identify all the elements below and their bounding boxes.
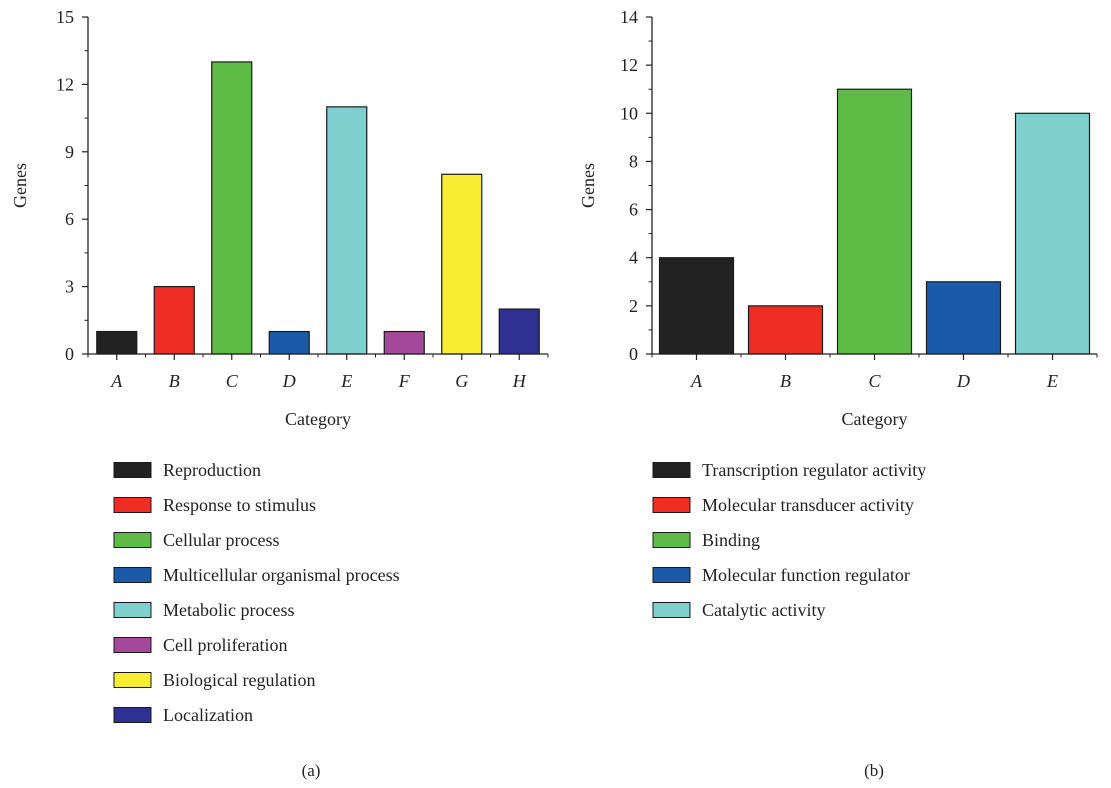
y-tick-label: 8 bbox=[629, 151, 638, 171]
bar-b-d bbox=[925, 281, 1002, 355]
x-tick-label: C bbox=[226, 371, 239, 391]
legend-swatch bbox=[652, 567, 691, 583]
x-tick-label: C bbox=[868, 371, 881, 391]
x-axis-title: Category bbox=[285, 409, 351, 429]
bar-b-a bbox=[658, 257, 735, 355]
chart-panel-b: 0 2 4 6 8 10 12 14 A B C D E Category Genes Transcripti… bbox=[578, 7, 1098, 780]
x-tick-label: G bbox=[455, 371, 468, 391]
legend-label: Biological regulation bbox=[163, 670, 315, 690]
y-tick-label: 3 bbox=[65, 277, 74, 297]
y-axis-title: Genes bbox=[10, 163, 30, 208]
legend-swatch bbox=[113, 532, 152, 548]
legend-swatch bbox=[113, 637, 152, 653]
x-tick-label: H bbox=[512, 371, 527, 391]
y-tick-label: 6 bbox=[629, 200, 638, 220]
legend-label: Molecular function regulator bbox=[702, 565, 910, 585]
y-tick-label: 14 bbox=[620, 7, 638, 27]
x-axis-title: Category bbox=[842, 409, 908, 429]
legend-label: Localization bbox=[163, 705, 253, 725]
legend-swatch bbox=[113, 672, 152, 688]
bar-a-e bbox=[326, 106, 368, 355]
legend-label: Binding bbox=[702, 530, 760, 550]
panel-label: (a) bbox=[302, 761, 321, 780]
legend-label: Catalytic activity bbox=[702, 600, 825, 620]
bar-a-a bbox=[96, 330, 138, 355]
y-tick-label: 0 bbox=[629, 344, 638, 364]
x-tick-label: D bbox=[282, 371, 296, 391]
legend-swatch bbox=[113, 602, 152, 618]
x-tick-label: F bbox=[398, 371, 411, 391]
panel-label: (b) bbox=[864, 761, 884, 780]
bar-b-b bbox=[747, 305, 824, 355]
bar-a-h bbox=[498, 308, 540, 355]
legend-swatch bbox=[113, 707, 152, 723]
legend-swatch bbox=[113, 567, 152, 583]
legend-label: Cellular process bbox=[163, 530, 279, 550]
x-tick-label: B bbox=[169, 371, 180, 391]
x-tick-label: A bbox=[110, 371, 123, 391]
y-tick-label: 15 bbox=[56, 7, 74, 27]
y-tick-label: 12 bbox=[620, 55, 638, 75]
bar-a-f bbox=[383, 330, 425, 355]
legend-swatch bbox=[652, 602, 691, 618]
y-tick-label: 6 bbox=[65, 209, 74, 229]
bar-a-g bbox=[441, 173, 483, 355]
bar-a-b bbox=[153, 286, 195, 355]
y-tick-label: 12 bbox=[56, 74, 74, 94]
x-tick-label: A bbox=[690, 371, 703, 391]
y-tick-label: 4 bbox=[629, 248, 638, 268]
x-tick-label: E bbox=[340, 371, 352, 391]
legend-label: Metabolic process bbox=[163, 600, 294, 620]
bar-b-e bbox=[1014, 112, 1091, 355]
x-tick-label: D bbox=[956, 371, 970, 391]
legend-label: Multicellular organismal process bbox=[163, 565, 400, 585]
legend-label: Transcription regulator activity bbox=[702, 460, 926, 480]
y-tick-label: 10 bbox=[620, 103, 638, 123]
legend-label: Response to stimulus bbox=[163, 495, 316, 515]
bar-a-d bbox=[268, 330, 310, 355]
x-tick-label: E bbox=[1046, 371, 1058, 391]
legend-label: Cell proliferation bbox=[163, 635, 287, 655]
legend-swatch bbox=[113, 462, 152, 478]
chart-panel-a: 0 3 6 9 12 15 A B C D E F G H Category Genes Reproductio… bbox=[10, 7, 549, 780]
legend-swatch bbox=[652, 497, 691, 513]
y-tick-label: 0 bbox=[65, 344, 74, 364]
y-tick-label: 9 bbox=[65, 142, 74, 162]
legend-swatch bbox=[113, 497, 152, 513]
legend-swatch bbox=[652, 462, 691, 478]
x-tick-label: B bbox=[780, 371, 791, 391]
bar-b-c bbox=[836, 88, 913, 355]
y-axis-title: Genes bbox=[578, 163, 598, 208]
bar-a-c bbox=[211, 61, 253, 355]
legend-label: Molecular transducer activity bbox=[702, 495, 914, 515]
legend-label: Reproduction bbox=[163, 460, 261, 480]
legend-swatch bbox=[652, 532, 691, 548]
y-tick-label: 2 bbox=[629, 296, 638, 316]
